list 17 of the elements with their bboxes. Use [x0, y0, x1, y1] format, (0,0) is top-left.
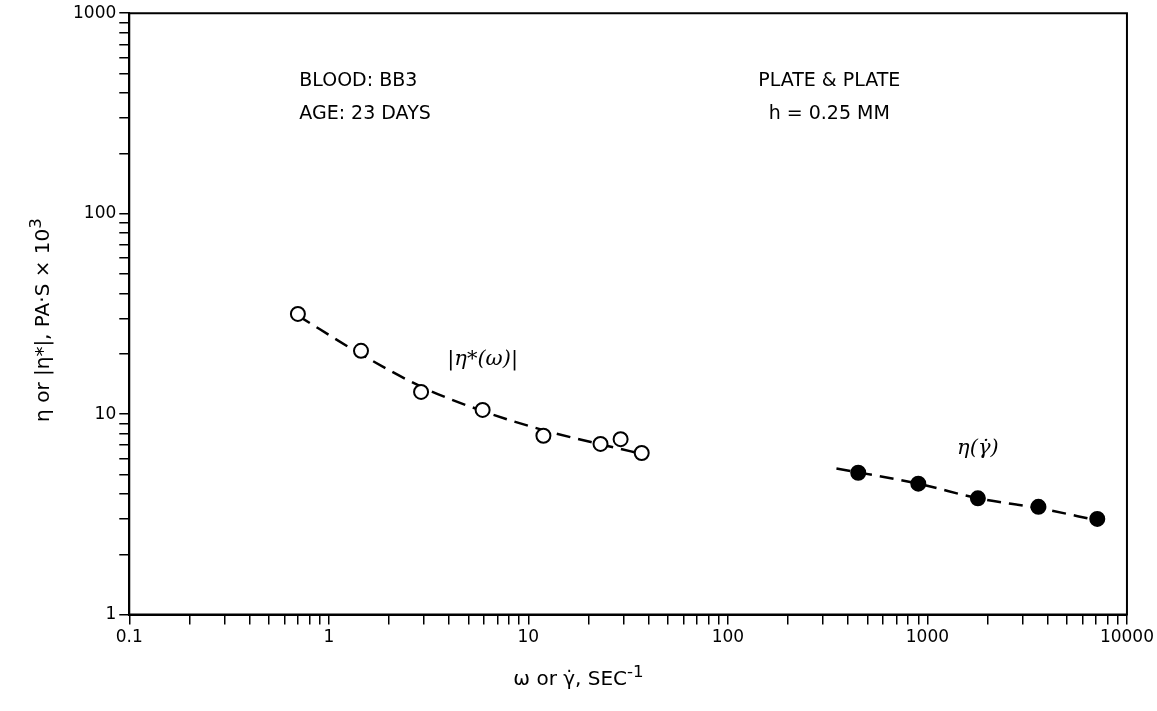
annotation: BLOOD: BB3 [299, 68, 418, 91]
x-tick-label: 1 [323, 626, 335, 647]
y-tick-label: 10 [94, 402, 117, 423]
y-tick-label: 1000 [73, 1, 117, 22]
x-axis-title: ω or γ̇, SEC$^{-1}$ [512, 662, 645, 690]
x-tick-label: 100 [711, 626, 745, 647]
y-tick-label: 100 [83, 202, 117, 223]
x-tick-label: 0.1 [115, 626, 143, 647]
y-tick-label: 1 [105, 603, 117, 624]
x-tick-label: 1000 [905, 626, 950, 647]
annotation: PLATE & PLATE [758, 68, 901, 91]
x-tick-label: 10 [517, 626, 540, 647]
annotation: h = 0.25 MM [768, 101, 890, 124]
series-label: |η*(ω)| [447, 346, 518, 372]
annotation: AGE: 23 DAYS [299, 101, 431, 124]
series-label: η(γ̇) [957, 434, 999, 459]
x-tick-label: 10000 [1099, 626, 1155, 647]
